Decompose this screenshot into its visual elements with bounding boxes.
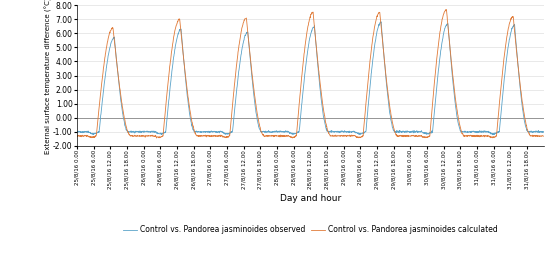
Control vs. Pandorea jasminoides observed xyxy=(378,20,384,23)
Control vs. Pandorea jasminoides calculated xyxy=(74,134,80,137)
Control vs. Pandorea jasminoides calculated xyxy=(424,135,430,138)
Control vs. Pandorea jasminoides calculated xyxy=(336,134,343,137)
Control vs. Pandorea jasminoides observed xyxy=(490,133,496,136)
Control vs. Pandorea jasminoides calculated xyxy=(497,89,504,92)
Control vs. Pandorea jasminoides observed xyxy=(336,130,343,134)
Control vs. Pandorea jasminoides observed xyxy=(424,132,430,135)
Line: Control vs. Pandorea jasminoides calculated: Control vs. Pandorea jasminoides calcula… xyxy=(77,10,544,138)
Control vs. Pandorea jasminoides calculated xyxy=(540,135,547,138)
Y-axis label: External surface temperature difference (°C): External surface temperature difference … xyxy=(44,0,52,154)
Control vs. Pandorea jasminoides observed xyxy=(287,132,293,135)
Control vs. Pandorea jasminoides calculated xyxy=(540,135,547,138)
X-axis label: Day and hour: Day and hour xyxy=(279,194,341,203)
Control vs. Pandorea jasminoides observed xyxy=(497,116,504,119)
Control vs. Pandorea jasminoides calculated xyxy=(153,136,160,140)
Line: Control vs. Pandorea jasminoides observed: Control vs. Pandorea jasminoides observe… xyxy=(77,22,544,135)
Control vs. Pandorea jasminoides observed xyxy=(540,130,547,133)
Control vs. Pandorea jasminoides calculated xyxy=(287,135,293,138)
Control vs. Pandorea jasminoides observed xyxy=(484,131,490,134)
Control vs. Pandorea jasminoides calculated xyxy=(484,135,490,138)
Control vs. Pandorea jasminoides observed xyxy=(540,131,547,134)
Control vs. Pandorea jasminoides calculated xyxy=(443,8,450,11)
Legend: Control vs. Pandorea jasminoides observed, Control vs. Pandorea jasminoides calc: Control vs. Pandorea jasminoides observe… xyxy=(120,222,501,237)
Control vs. Pandorea jasminoides observed xyxy=(74,130,80,133)
